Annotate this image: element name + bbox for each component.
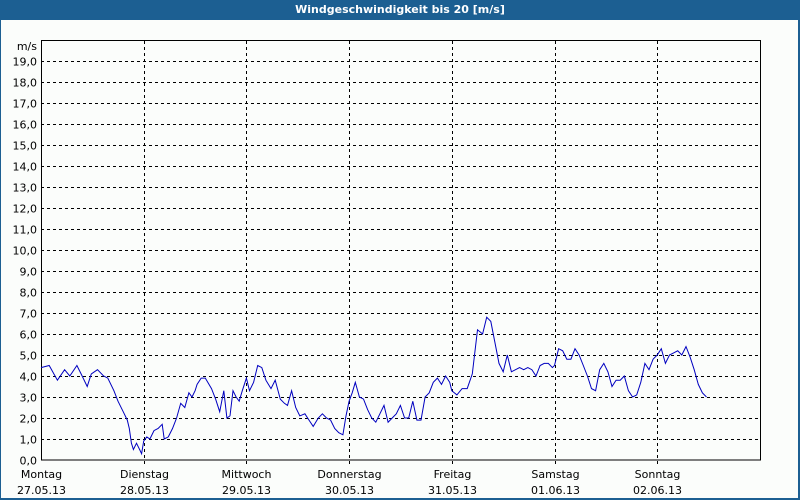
x-tick-date-label: 31.05.13 [428,484,477,497]
y-tick-label: 6,0 [20,329,38,342]
plot-area-border [41,40,761,461]
y-tick-label: 4,0 [20,371,38,384]
wind-speed-line [40,316,707,456]
y-tick-label: 19,0 [13,56,38,69]
y-tick-label: 10,0 [13,245,38,258]
x-tick-date-label: 28.05.13 [120,484,169,497]
y-tick-label: 17,0 [13,98,38,111]
x-tick-day-label: Montag [21,468,62,481]
x-tick-date-label: 02.06.13 [633,484,682,497]
x-axis-ticks: Montag 27.05.13 Dienstag 28.05.13 Mittwoch 29… [17,468,682,497]
x-tick-day-label: Freitag [434,468,472,481]
x-tick-day-label: Dienstag [120,468,169,481]
x-tick-day-label: Donnerstag [317,468,381,481]
y-tick-label: 18,0 [13,77,38,90]
y-tick-label: 11,0 [13,224,38,237]
chart-title: Windgeschwindigkeit bis 20 [m/s] [295,3,505,16]
y-tick-label: 12,0 [13,203,38,216]
y-tick-label: 1,0 [20,434,38,447]
y-tick-label: 3,0 [20,392,38,405]
y-axis-unit-label: m/s [17,40,37,53]
y-tick-label: 0,0 [20,455,38,468]
y-tick-label: 2,0 [20,413,38,426]
y-tick-label: 15,0 [13,140,38,153]
y-tick-label: 13,0 [13,182,38,195]
x-tick-date-label: 30.05.13 [325,484,374,497]
y-tick-label: 9,0 [20,266,38,279]
y-tick-label: 8,0 [20,287,38,300]
y-tick-label: 7,0 [20,308,38,321]
x-tick-day-label: Samstag [531,468,579,481]
x-tick-day-label: Sonntag [635,468,681,481]
x-tick-date-label: 27.05.13 [17,484,66,497]
y-tick-label: 5,0 [20,350,38,363]
y-tick-label: 16,0 [13,119,38,132]
y-axis-ticks: 0,0 1,0 2,0 3,0 4,0 5,0 6,0 7,0 8,0 9,0 10,0 11,0 12… [13,56,38,468]
x-tick-date-label: 29.05.13 [222,484,271,497]
x-tick-day-label: Mittwoch [222,468,272,481]
y-tick-label: 14,0 [13,161,38,174]
grid-lines [41,41,760,465]
x-tick-date-label: 01.06.13 [531,484,580,497]
